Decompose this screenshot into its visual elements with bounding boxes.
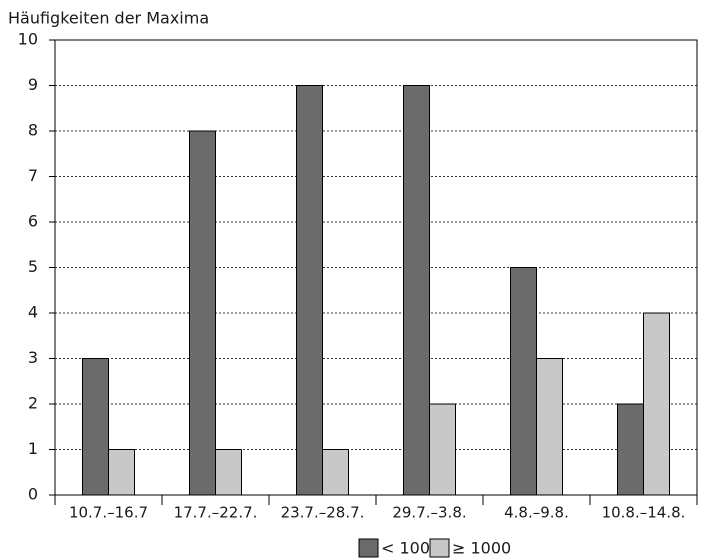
- bar: [403, 85, 430, 496]
- y-tick-label: 6: [28, 212, 38, 231]
- y-tick-label: 0: [28, 485, 38, 504]
- x-tick-label: 17.7.–22.7.: [174, 504, 258, 522]
- bar: [322, 449, 349, 496]
- x-tick-label: 29.7.–3.8.: [392, 504, 466, 522]
- y-tick-label: 3: [28, 348, 38, 367]
- y-tick-label: 5: [28, 257, 38, 276]
- bar: [617, 403, 644, 496]
- chart-title: Häufigkeiten der Maxima: [8, 9, 209, 28]
- x-tick-label: 10.8.–14.8.: [602, 504, 686, 522]
- bar: [536, 358, 563, 496]
- x-tick-label: 23.7.–28.7.: [281, 504, 365, 522]
- y-tick-label: 10: [18, 30, 38, 49]
- legend-swatch: [429, 538, 450, 558]
- legend-swatch: [358, 538, 379, 558]
- y-tick-label: 7: [28, 166, 38, 185]
- y-tick-label: 2: [28, 394, 38, 413]
- y-tick-label: 9: [28, 75, 38, 94]
- bar: [429, 403, 456, 496]
- bar: [643, 312, 670, 496]
- legend-label: ≥ 1000: [452, 539, 511, 558]
- y-tick-label: 1: [28, 439, 38, 458]
- bar: [510, 267, 537, 496]
- legend-label: < 1000: [381, 539, 440, 558]
- bar: [82, 358, 109, 496]
- bar: [296, 85, 323, 496]
- bar: [215, 449, 242, 496]
- y-tick-label: 8: [28, 121, 38, 140]
- x-tick-label: 10.7.–16.7: [69, 504, 148, 522]
- bar: [189, 130, 216, 496]
- x-tick-label: 4.8.–9.8.: [504, 504, 569, 522]
- y-tick-label: 4: [28, 303, 38, 322]
- bar: [108, 449, 135, 496]
